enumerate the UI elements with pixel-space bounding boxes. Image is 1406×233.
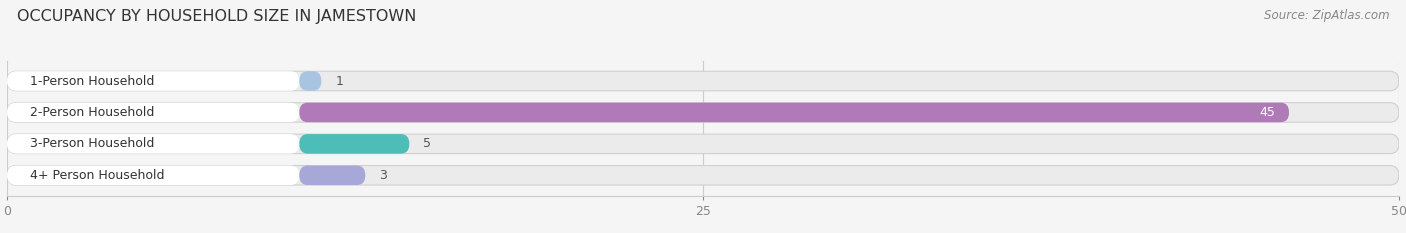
FancyBboxPatch shape <box>299 103 1289 122</box>
FancyBboxPatch shape <box>7 71 1399 91</box>
Text: Source: ZipAtlas.com: Source: ZipAtlas.com <box>1264 9 1389 22</box>
Text: 1: 1 <box>335 75 343 88</box>
FancyBboxPatch shape <box>299 166 366 185</box>
FancyBboxPatch shape <box>299 134 409 154</box>
FancyBboxPatch shape <box>7 71 299 91</box>
Text: 45: 45 <box>1260 106 1275 119</box>
FancyBboxPatch shape <box>7 103 299 122</box>
FancyBboxPatch shape <box>7 134 1399 154</box>
Text: 1-Person Household: 1-Person Household <box>31 75 155 88</box>
Text: OCCUPANCY BY HOUSEHOLD SIZE IN JAMESTOWN: OCCUPANCY BY HOUSEHOLD SIZE IN JAMESTOWN <box>17 9 416 24</box>
FancyBboxPatch shape <box>7 166 299 185</box>
FancyBboxPatch shape <box>7 103 1399 122</box>
Text: 2-Person Household: 2-Person Household <box>31 106 155 119</box>
FancyBboxPatch shape <box>299 71 322 91</box>
Text: 4+ Person Household: 4+ Person Household <box>31 169 165 182</box>
Text: 5: 5 <box>423 137 432 150</box>
FancyBboxPatch shape <box>7 166 1399 185</box>
Text: 3-Person Household: 3-Person Household <box>31 137 155 150</box>
Text: 3: 3 <box>380 169 387 182</box>
FancyBboxPatch shape <box>7 134 299 154</box>
